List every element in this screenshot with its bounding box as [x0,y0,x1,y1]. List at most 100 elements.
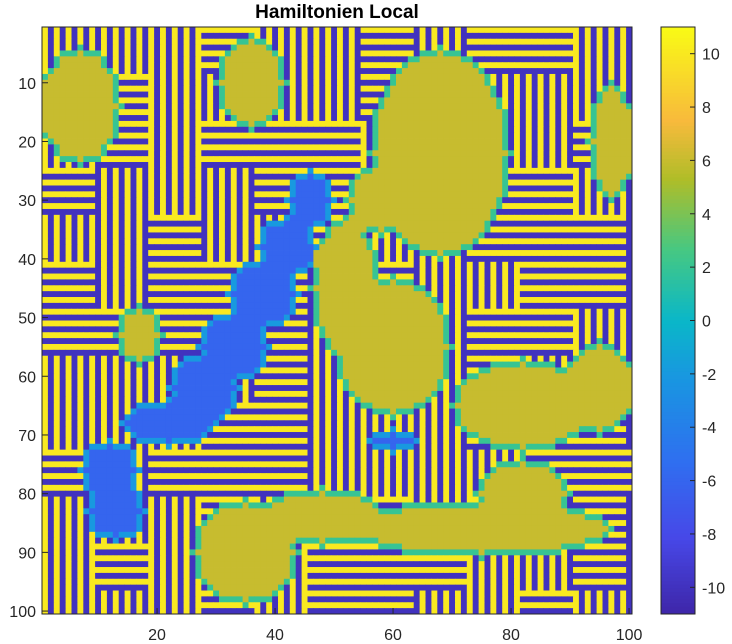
heatmap-cell [496,56,503,63]
heatmap-cell [124,109,131,116]
heatmap-cell [283,91,291,98]
heatmap-cell [106,126,114,134]
heatmap-cell [77,120,84,128]
heatmap-cell [443,185,450,192]
heatmap-cell [289,179,297,186]
heatmap-cell [236,44,243,51]
heatmap-cell [124,185,131,192]
heatmap-cell [283,302,291,310]
heatmap-cell [502,208,509,216]
heatmap-cell [555,56,562,63]
heatmap-cell [342,238,350,245]
heatmap-cell [236,173,243,181]
heatmap-cell [59,120,66,128]
heatmap-cell [313,120,320,128]
heatmap-cell [42,232,49,239]
heatmap-cell [573,232,580,239]
heatmap-cell [331,115,338,122]
heatmap-cell [83,68,90,75]
heatmap-cell [590,62,597,69]
heatmap-cell [561,250,568,257]
heatmap-cell [319,91,326,98]
heatmap-cell [348,226,356,233]
heatmap-cell [130,273,137,280]
heatmap-cell [154,267,161,274]
heatmap-cell [42,250,49,257]
heatmap-cell [171,261,179,269]
heatmap-cell [360,185,367,192]
heatmap-cell [230,173,238,181]
heatmap-cell [514,232,521,239]
heatmap-cell [130,220,137,227]
heatmap-cell [496,232,503,239]
heatmap-cell [219,32,226,40]
heatmap-cell [543,56,550,63]
heatmap-cell [77,279,84,286]
heatmap-cell [224,79,232,87]
heatmap-cell [596,109,603,116]
heatmap-cell [142,138,149,145]
heatmap-cell [248,32,255,40]
heatmap-cell [555,244,562,251]
heatmap-cell [112,255,120,263]
heatmap-cell [573,144,580,151]
heatmap-cell [195,179,202,186]
heatmap-cell [47,162,55,169]
heatmap-cell [213,208,220,216]
heatmap-cell [272,297,279,304]
heatmap-cell [372,226,379,233]
heatmap-cell [89,132,96,139]
heatmap-cell [236,203,243,210]
heatmap-cell [325,203,332,210]
heatmap-cell [236,291,243,298]
heatmap-cell [319,120,326,128]
heatmap-cell [425,120,432,128]
heatmap-cell [490,261,497,269]
heatmap-cell [307,208,314,216]
heatmap-cell [266,156,273,163]
heatmap-cell [230,32,238,40]
heatmap-cell [525,144,533,151]
heatmap-cell [118,73,125,81]
heatmap-cell [71,279,78,286]
heatmap-cell [378,255,385,263]
heatmap-cell [325,144,332,151]
heatmap-cell [413,50,420,57]
heatmap-cell [578,267,586,274]
heatmap-cell [171,226,179,233]
heatmap-cell [437,314,444,321]
heatmap-cell [213,179,220,186]
heatmap-cell [561,308,568,316]
heatmap-cell [177,297,184,304]
heatmap-cell [472,279,479,286]
heatmap-cell [242,250,249,257]
heatmap-cell [325,85,332,92]
heatmap-cell [525,220,533,227]
heatmap-cell [242,156,249,163]
heatmap-cell [407,226,415,233]
heatmap-cell [354,191,361,198]
heatmap-cell [189,297,196,304]
heatmap-cell [578,302,586,310]
heatmap-cell [531,285,538,292]
heatmap-cell [272,156,279,163]
heatmap-cell [183,203,190,210]
heatmap-cell [266,62,273,69]
heatmap-cell [230,109,238,116]
heatmap-cell [390,220,397,227]
heatmap-cell [236,115,243,122]
heatmap-cell [425,214,432,222]
heatmap-cell [342,261,350,269]
heatmap-cell [118,173,125,181]
heatmap-cell [278,103,285,110]
heatmap-cell [59,308,66,316]
heatmap-cell [337,279,344,286]
heatmap-cell [266,115,273,122]
heatmap-cell [478,208,485,216]
heatmap-cell [419,173,426,181]
heatmap-cell [195,255,202,263]
heatmap-cell [602,302,609,310]
heatmap-cell [230,103,238,110]
heatmap-cell [508,150,515,157]
heatmap-cell [626,173,633,181]
